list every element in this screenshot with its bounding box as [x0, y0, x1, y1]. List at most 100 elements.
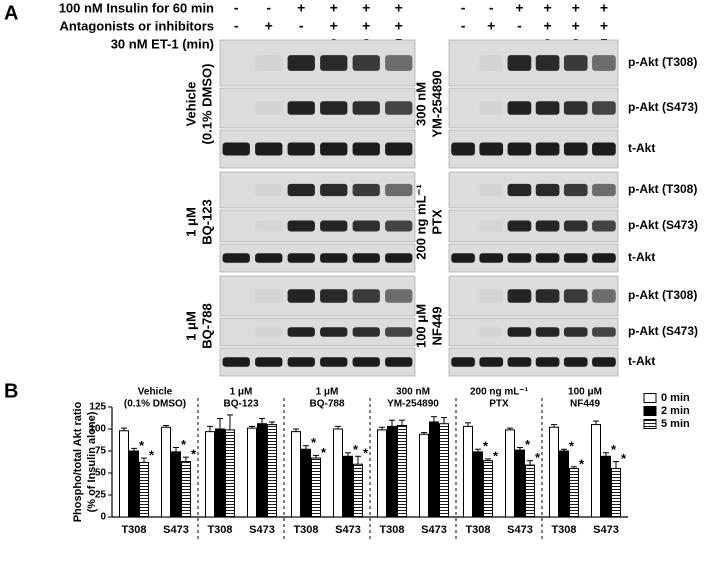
lane-sign: +: [600, 0, 608, 16]
band: [507, 327, 532, 337]
treatment-label: PTX: [429, 209, 444, 235]
bar: [161, 426, 171, 518]
band: [385, 327, 413, 337]
significance-marker: *: [493, 448, 499, 463]
band: [287, 55, 315, 71]
blot: [219, 171, 416, 209]
group-title: BQ-788: [309, 399, 344, 410]
treatment-label: Vehicle: [183, 82, 198, 127]
y-tick-label: 100: [89, 424, 106, 435]
blot: [448, 171, 619, 209]
band: [320, 289, 348, 303]
lane-sign: +: [543, 18, 551, 34]
y-axis-label: Phospho/total Akt ratio: [72, 401, 84, 522]
significance-marker: *: [579, 456, 585, 471]
band: [320, 253, 348, 263]
row-label: t-Akt: [628, 250, 655, 264]
band: [385, 220, 413, 232]
group-title: 300 nM: [396, 387, 430, 398]
y-tick-label: 125: [89, 402, 106, 413]
lane-sign: -: [299, 18, 304, 34]
condition-label: Antagonists or inhibitors: [59, 18, 214, 33]
band: [592, 253, 616, 263]
significance-marker: *: [525, 437, 531, 452]
bar: [139, 461, 149, 518]
band: [287, 142, 315, 156]
significance-marker: *: [139, 438, 145, 453]
band: [592, 55, 616, 71]
blot: [219, 39, 416, 87]
y-tick-label: 25: [95, 490, 107, 501]
legend-swatch: [643, 393, 657, 403]
treatment-label: BQ-788: [199, 303, 214, 349]
blot: [219, 87, 416, 129]
band: [479, 142, 504, 156]
treatment-label: 1 μM: [183, 207, 198, 237]
band: [535, 220, 560, 232]
bar: [301, 448, 311, 518]
band: [287, 327, 315, 337]
x-tick-label: S473: [163, 524, 189, 536]
blot: [448, 317, 619, 347]
band: [385, 253, 413, 263]
blot: [448, 129, 619, 169]
band: [563, 55, 588, 71]
band: [352, 357, 380, 367]
lane-sign: +: [265, 18, 273, 34]
bar: [559, 450, 569, 518]
band: [535, 183, 560, 197]
lane-sign: -: [461, 18, 466, 34]
band: [592, 327, 616, 337]
band: [592, 101, 616, 115]
bar: [343, 455, 353, 518]
band: [352, 289, 380, 303]
band: [352, 327, 380, 337]
bar: [483, 460, 493, 518]
band: [507, 289, 532, 303]
legend-swatch: [643, 406, 657, 416]
band: [352, 142, 380, 156]
lane-sign: +: [362, 18, 370, 34]
group-title: 1 μM: [316, 387, 339, 398]
band: [385, 289, 413, 303]
blot: [448, 209, 619, 243]
band: [535, 327, 560, 337]
blot: [219, 347, 416, 377]
band: [255, 142, 283, 156]
lane-sign: +: [600, 18, 608, 34]
condition-label: 30 nM ET-1 (min): [111, 36, 214, 51]
blot: [219, 317, 416, 347]
blot: [219, 129, 416, 169]
panel-label: B: [4, 380, 18, 402]
band: [255, 253, 283, 263]
lane-sign: +: [297, 0, 305, 16]
band: [479, 327, 504, 337]
bar: [515, 449, 525, 518]
bar: [525, 464, 535, 518]
lane-sign: -: [461, 0, 466, 16]
band: [352, 220, 380, 232]
lane-sign: +: [330, 18, 338, 34]
band: [479, 101, 504, 115]
band: [592, 142, 616, 156]
significance-marker: *: [321, 445, 327, 460]
group-title: (0.1% DMSO): [124, 399, 186, 410]
band: [563, 101, 588, 115]
lane-sign: +: [395, 0, 403, 16]
y-axis-label: (% of Insulin alone): [86, 411, 98, 512]
blot: [448, 87, 619, 129]
band: [535, 101, 560, 115]
lane-sign: +: [543, 0, 551, 16]
band: [592, 357, 616, 367]
bar: [181, 461, 191, 518]
band: [255, 220, 283, 232]
band: [255, 101, 283, 115]
significance-marker: *: [535, 450, 541, 465]
significance-marker: *: [611, 442, 617, 457]
blot: [219, 275, 416, 317]
bar: [311, 457, 321, 518]
significance-marker: *: [181, 437, 187, 452]
band: [451, 357, 475, 367]
treatment-label: YM-254890: [429, 70, 444, 137]
